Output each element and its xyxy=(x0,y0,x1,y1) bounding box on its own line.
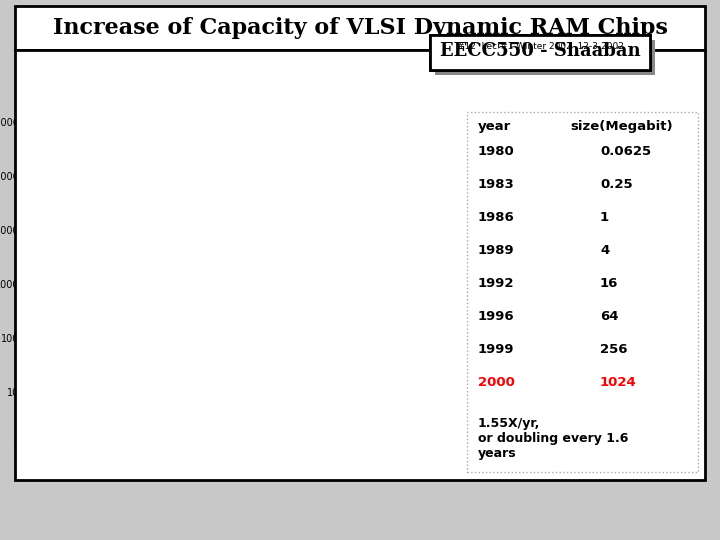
Text: 1989: 1989 xyxy=(478,244,515,257)
Text: 1024: 1024 xyxy=(600,376,636,389)
Text: 2000: 2000 xyxy=(478,376,515,389)
Bar xyxy=(15,6,705,50)
Text: year: year xyxy=(478,120,511,133)
Text: 1996: 1996 xyxy=(478,310,515,323)
Text: #12  Lec #1 Winter 2002  12-3-2002: #12 Lec #1 Winter 2002 12-3-2002 xyxy=(456,42,624,51)
Bar xyxy=(15,50,705,480)
Bar xyxy=(47,230,454,284)
Text: 1986: 1986 xyxy=(478,211,515,224)
Bar xyxy=(435,40,655,75)
Text: 64: 64 xyxy=(600,310,618,323)
Text: size(Megabit): size(Megabit) xyxy=(570,120,672,133)
Bar xyxy=(430,35,650,70)
X-axis label: Year: Year xyxy=(237,470,264,483)
Bar xyxy=(47,284,454,338)
Title: size: size xyxy=(239,93,261,103)
Bar xyxy=(467,112,698,472)
Text: 16: 16 xyxy=(600,277,618,290)
Text: Increase of Capacity of VLSI Dynamic RAM Chips: Increase of Capacity of VLSI Dynamic RAM… xyxy=(53,17,667,39)
Text: 256: 256 xyxy=(600,343,628,356)
Text: 4: 4 xyxy=(600,244,609,257)
Bar xyxy=(47,105,454,122)
Text: 1.55X/yr,
or doubling every 1.6
years: 1.55X/yr, or doubling every 1.6 years xyxy=(478,417,629,460)
Bar xyxy=(47,338,454,392)
Text: 1999: 1999 xyxy=(478,343,515,356)
Bar xyxy=(430,35,650,70)
Text: EECC550 - Shaaban: EECC550 - Shaaban xyxy=(440,42,640,60)
Bar xyxy=(47,392,454,446)
Text: 1980: 1980 xyxy=(478,145,515,158)
Text: 1983: 1983 xyxy=(478,178,515,191)
Text: 1992: 1992 xyxy=(478,277,515,290)
Bar xyxy=(47,176,454,230)
Text: 1: 1 xyxy=(600,211,609,224)
Bar xyxy=(47,122,454,176)
Text: 0.25: 0.25 xyxy=(600,178,633,191)
Text: 0.0625: 0.0625 xyxy=(600,145,651,158)
